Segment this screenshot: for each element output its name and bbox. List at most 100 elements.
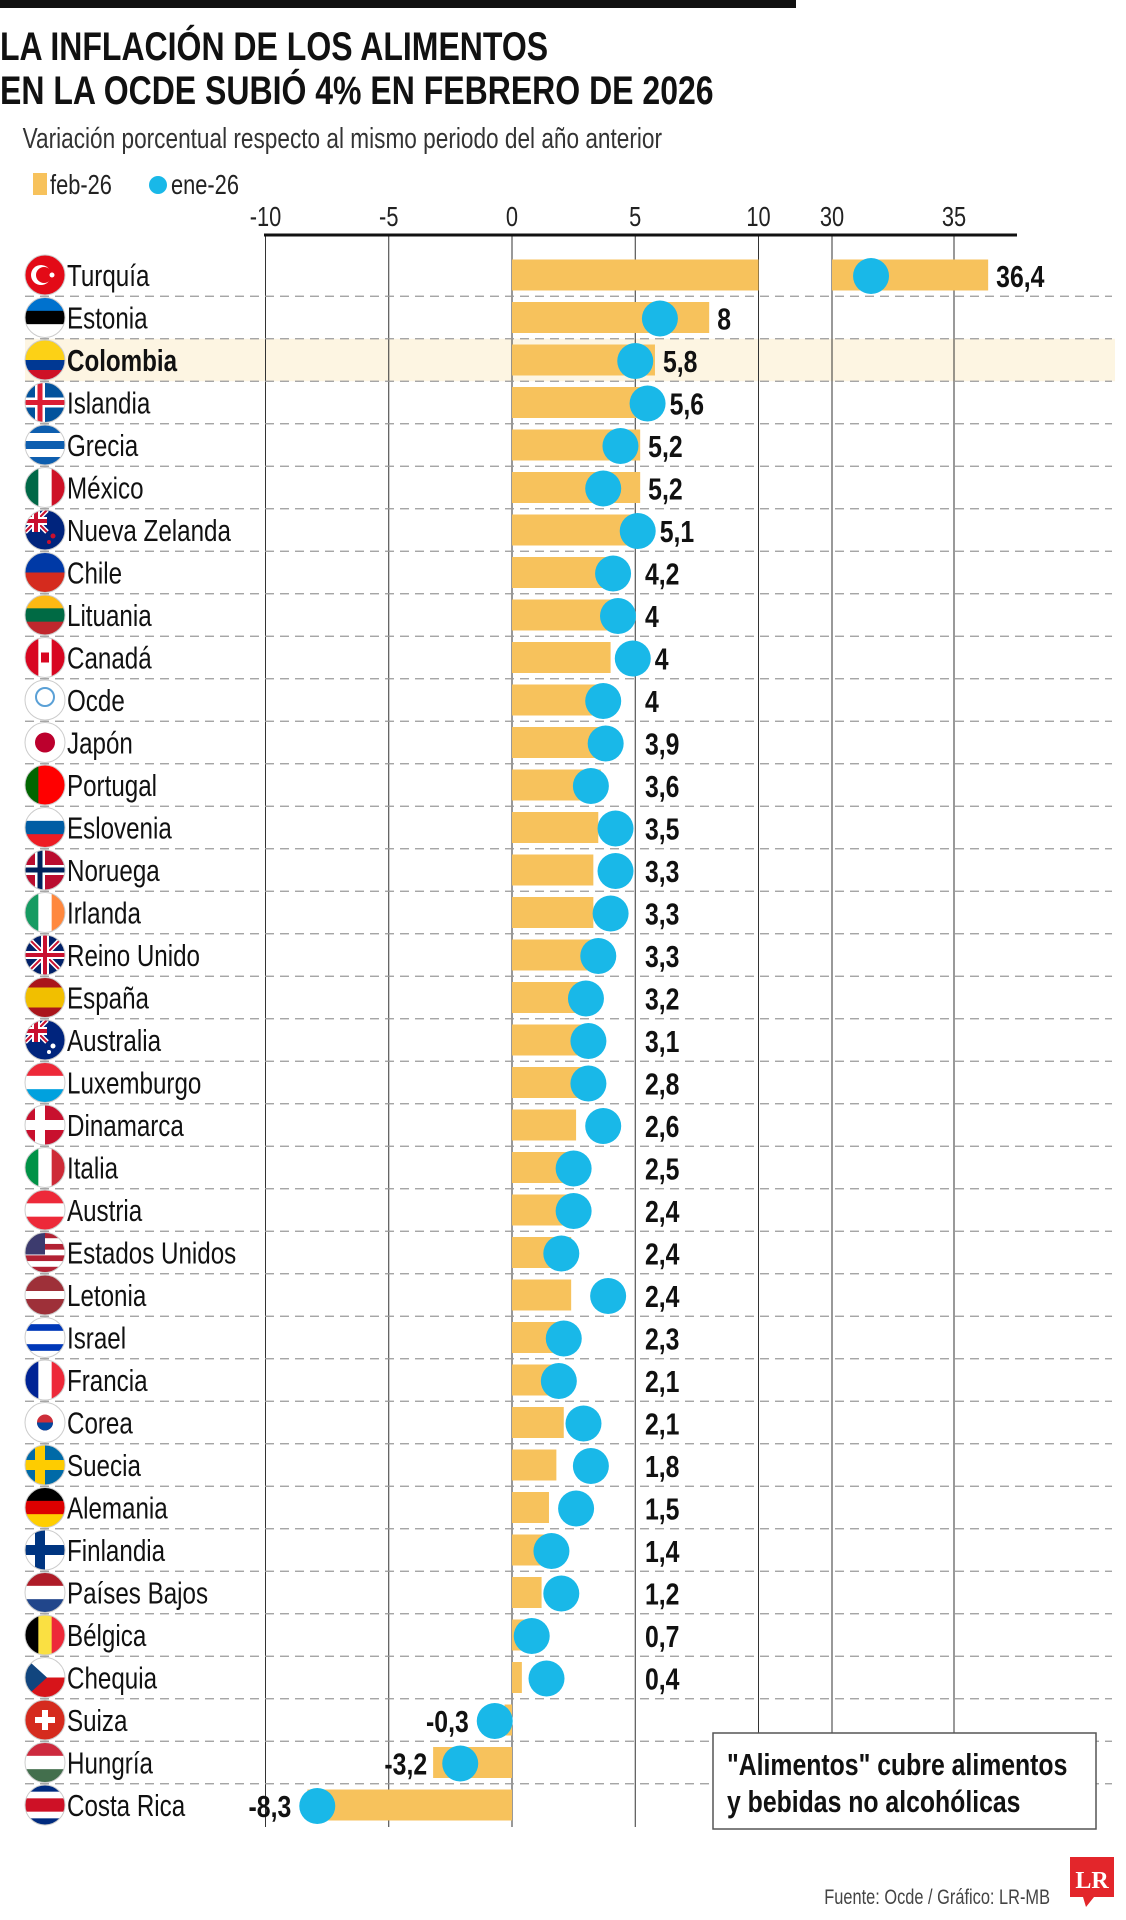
value-label: -3,2 [384, 1747, 427, 1781]
dot-ene [558, 1490, 595, 1527]
denmark-flag-icon [24, 1104, 66, 1146]
bar-feb [512, 302, 710, 333]
value-label: 4 [655, 642, 669, 676]
chart-row: Austria 2,4 [24, 1189, 1112, 1232]
bar-feb [512, 939, 594, 971]
x-tick-label: -10 [250, 201, 282, 232]
x-tick-label: 10 [746, 201, 770, 232]
chart-row: Islandia 5,6 [24, 382, 1112, 425]
value-label: 5,6 [670, 387, 704, 421]
country-label: Suiza [67, 1703, 128, 1738]
value-label: 1,2 [645, 1577, 679, 1611]
dot-ene [565, 1405, 602, 1442]
dot-ene [590, 1278, 627, 1314]
legend-label-ene: ene-26 [171, 169, 239, 200]
chart-row: Países Bajos 1,2 [24, 1572, 1112, 1615]
bar-feb [512, 1662, 522, 1693]
svg-text:LR: LR [1075, 1868, 1109, 1894]
bar-feb [512, 1279, 572, 1311]
turkey-flag-icon [24, 254, 66, 296]
top-black-bar [0, 0, 796, 8]
australia-flag-icon [24, 1019, 66, 1061]
chart-row: España 3,2 [24, 977, 1112, 1020]
country-label: Canadá [67, 641, 152, 676]
legend-swatch-feb [33, 173, 47, 195]
country-label: Nueva Zelanda [67, 513, 231, 548]
bar-feb [307, 1789, 512, 1821]
x-tick-label: -5 [379, 201, 398, 232]
country-label: Hungría [67, 1746, 153, 1781]
bar-feb [512, 812, 599, 843]
value-label: -8,3 [249, 1789, 292, 1823]
value-label: 3,2 [645, 982, 679, 1016]
portugal-flag-icon [24, 764, 66, 806]
country-label: Finlandia [67, 1533, 166, 1568]
country-label: Austria [67, 1193, 143, 1228]
x-tick-label: 5 [629, 201, 641, 232]
country-label: Colombia [67, 343, 178, 378]
legend-label-feb: feb-26 [50, 169, 112, 200]
country-label: Suecia [67, 1448, 141, 1483]
value-label: 2,3 [645, 1322, 679, 1356]
dot-ene [617, 343, 654, 379]
costa-rica-flag-icon [24, 1784, 66, 1826]
chart-row: Colombia 5,8 [24, 339, 1112, 382]
country-label: Estonia [67, 301, 148, 336]
value-label: 2,4 [645, 1237, 680, 1271]
sweden-flag-icon [24, 1444, 66, 1486]
korea-flag-icon [24, 1402, 66, 1443]
chart-subtitle: Variación porcentual respecto al mismo p… [23, 121, 663, 154]
usa-flag-icon [24, 1232, 66, 1273]
value-label: 3,9 [645, 727, 679, 761]
chart-row: Noruega 3,3 [24, 849, 1112, 892]
legend: feb-26 ene-26 [33, 169, 239, 201]
dot-ene [543, 1235, 580, 1272]
dot-ene [570, 1065, 607, 1102]
spain-flag-icon [24, 977, 66, 1018]
chart-row: Irlanda 3,3 [24, 892, 1112, 935]
country-label: Ocde [67, 683, 125, 718]
dot-ene [853, 258, 890, 294]
dot-ene [595, 555, 632, 592]
chart-row: Lituania 4 [24, 594, 1112, 637]
dot-ene [592, 895, 629, 932]
value-label: 5,2 [648, 472, 682, 506]
country-label: Japón [67, 726, 133, 761]
country-label: Israel [67, 1321, 126, 1356]
chart-row: México 5,2 [24, 467, 1112, 510]
x-tick-label: 0 [506, 201, 518, 232]
value-label: 3,3 [645, 897, 679, 931]
note-line2: y bebidas no alcohólicas [727, 1784, 1020, 1818]
country-label: España [67, 981, 149, 1016]
value-label: 4 [645, 599, 659, 633]
x-tick-label: 30 [820, 201, 844, 232]
country-label: Estados Unidos [67, 1236, 236, 1271]
country-label: Corea [67, 1406, 133, 1441]
finland-flag-icon [24, 1529, 66, 1571]
dot-ene [572, 1448, 609, 1484]
dot-ene [614, 640, 651, 677]
mexico-flag-icon [24, 467, 66, 508]
value-label: 2,1 [645, 1407, 679, 1441]
country-label: Lituania [67, 598, 152, 633]
value-label: 4 [645, 684, 659, 718]
value-label: 36,4 [996, 259, 1045, 293]
chart-row: Eslovenia 3,5 [24, 807, 1112, 850]
netherlands-flag-icon [24, 1572, 66, 1613]
chart-row: Estados Unidos 2,4 [24, 1232, 1112, 1275]
country-label: Letonia [67, 1278, 147, 1313]
dot-ene [476, 1703, 513, 1739]
chart-row: Grecia 5,2 [24, 424, 1112, 467]
austria-flag-icon [24, 1189, 66, 1231]
chart-row: Australia 3,1 [24, 1019, 1112, 1062]
chart-row: Dinamarca 2,6 [24, 1104, 1112, 1147]
luxembourg-flag-icon [24, 1062, 66, 1103]
note-box: "Alimentos" cubre alimentos y bebidas no… [712, 1732, 1097, 1830]
country-label: México [67, 471, 144, 506]
country-label: Portugal [67, 768, 157, 803]
dot-ene [599, 598, 636, 634]
bar-feb [512, 1407, 564, 1438]
slovenia-flag-icon [24, 807, 66, 848]
country-label: Bélgica [67, 1618, 147, 1653]
